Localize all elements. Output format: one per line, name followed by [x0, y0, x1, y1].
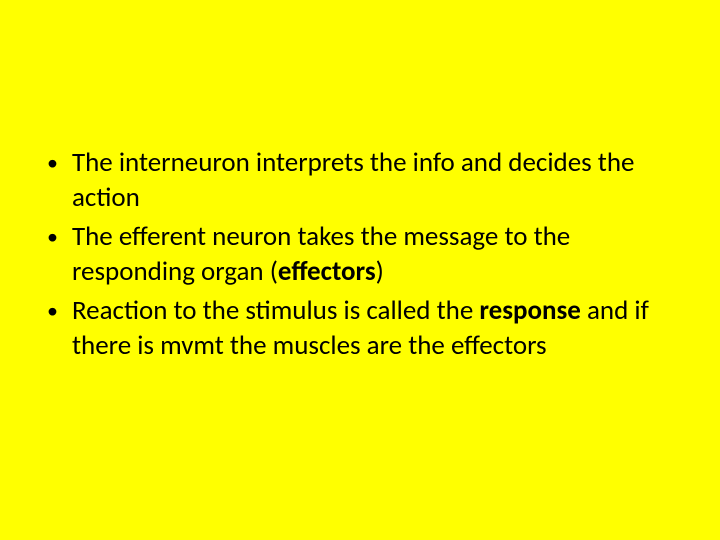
bullet-text-1: The interneuron interprets the info and … — [72, 145, 675, 215]
slide-content: • The interneuron interprets the info an… — [0, 0, 720, 540]
bullet-marker-icon: • — [47, 219, 58, 255]
bullet-item-3: • Reaction to the stimulus is called the… — [45, 293, 675, 363]
bullet-item-1: • The interneuron interprets the info an… — [45, 145, 675, 215]
bullet-list: • The interneuron interprets the info an… — [45, 145, 675, 363]
bullet-text-2: The efferent neuron takes the message to… — [72, 219, 675, 289]
bullet-marker-icon: • — [47, 293, 58, 329]
bullet-item-2: • The efferent neuron takes the message … — [45, 219, 675, 289]
bullet-marker-icon: • — [47, 145, 58, 181]
bullet-text-3: Reaction to the stimulus is called the r… — [72, 293, 675, 363]
